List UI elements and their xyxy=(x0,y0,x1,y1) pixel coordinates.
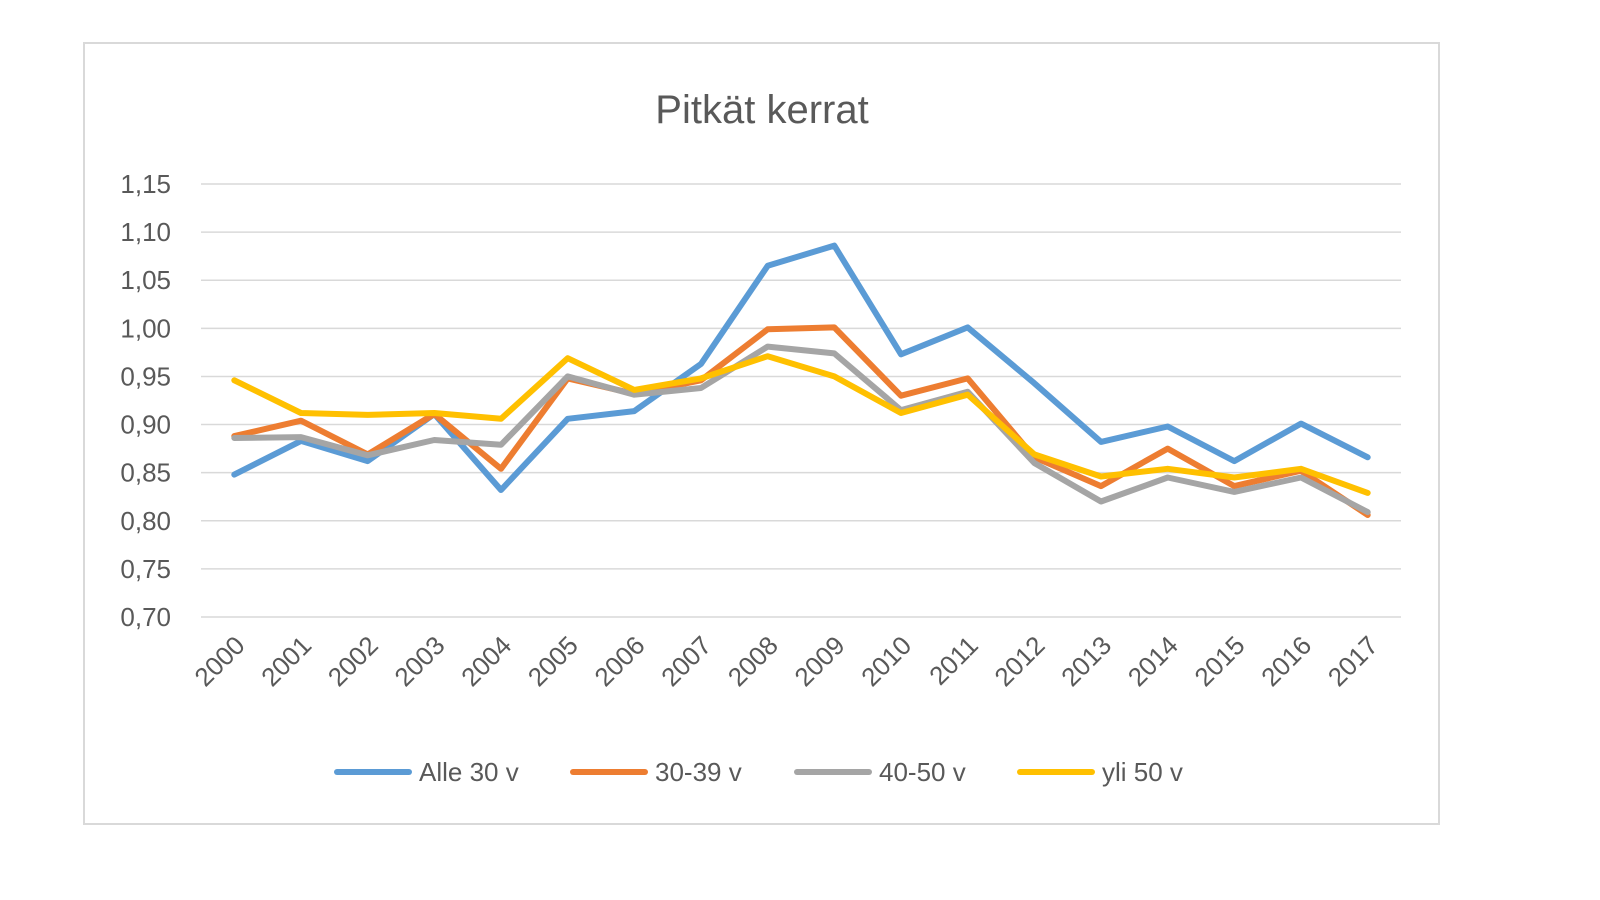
y-tick-label: 0,85 xyxy=(120,458,171,488)
x-tick-label: 2003 xyxy=(388,630,450,692)
y-tick-label: 1,00 xyxy=(120,313,171,343)
x-tick-label: 2004 xyxy=(455,630,517,692)
y-tick-label: 1,05 xyxy=(120,265,171,295)
x-tick-label: 2016 xyxy=(1255,630,1317,692)
x-tick-label: 2002 xyxy=(322,630,384,692)
x-tick-label: 2001 xyxy=(255,630,317,692)
y-tick-label: 1,10 xyxy=(120,217,171,247)
legend-label: yli 50 v xyxy=(1102,757,1183,787)
x-tick-label: 2008 xyxy=(722,630,784,692)
series-line-2 xyxy=(231,324,1371,518)
legend: Alle 30 v 30-39 v 40-50 v yli 50 v xyxy=(334,757,1183,787)
x-tick-label: 2006 xyxy=(588,630,650,692)
y-tick-label: 0,70 xyxy=(120,602,171,632)
gridlines xyxy=(201,183,1401,618)
series-line-4 xyxy=(231,353,1371,496)
y-tick-label: 1,15 xyxy=(120,169,171,199)
series-lines xyxy=(231,242,1371,518)
x-tick-label: 2009 xyxy=(788,630,850,692)
series-line-3 xyxy=(231,343,1371,516)
x-tick-label: 2007 xyxy=(655,630,717,692)
chart-title: Pitkät kerrat xyxy=(655,88,868,132)
x-tick-label: 2013 xyxy=(1055,630,1117,692)
x-tick-label: 2012 xyxy=(988,630,1050,692)
x-tick-label: 2000 xyxy=(188,630,250,692)
legend-label: 30-39 v xyxy=(655,757,742,787)
legend-label: 40-50 v xyxy=(879,757,966,787)
y-tick-label: 0,90 xyxy=(120,410,171,440)
x-tick-label: 2017 xyxy=(1322,630,1384,692)
x-tick-label: 2015 xyxy=(1188,630,1250,692)
y-axis-tick-labels: 1,15 1,10 1,05 1,00 0,95 0,90 0,85 0,80 0,75 0,70 xyxy=(120,169,171,632)
x-tick-label: 2014 xyxy=(1122,630,1184,692)
line-chart: Pitkät kerrat 1,15 1,10 1,05 1,00 0,95 0,90 0,… xyxy=(120,88,1401,787)
chart-area: Pitkät kerrat 1,15 1,10 1,05 1,00 0,95 0,90 0,… xyxy=(83,42,1440,825)
legend-label: Alle 30 v xyxy=(419,757,519,787)
x-tick-label: 2005 xyxy=(522,630,584,692)
x-tick-label: 2011 xyxy=(923,630,984,691)
y-tick-label: 0,95 xyxy=(120,361,171,391)
y-tick-label: 0,75 xyxy=(120,554,171,584)
x-tick-label: 2010 xyxy=(855,630,917,692)
x-axis-tick-labels: 2000 2001 2002 2003 2004 2005 2006 2007 2008 2009… xyxy=(188,630,1383,692)
y-tick-label: 0,80 xyxy=(120,506,171,536)
